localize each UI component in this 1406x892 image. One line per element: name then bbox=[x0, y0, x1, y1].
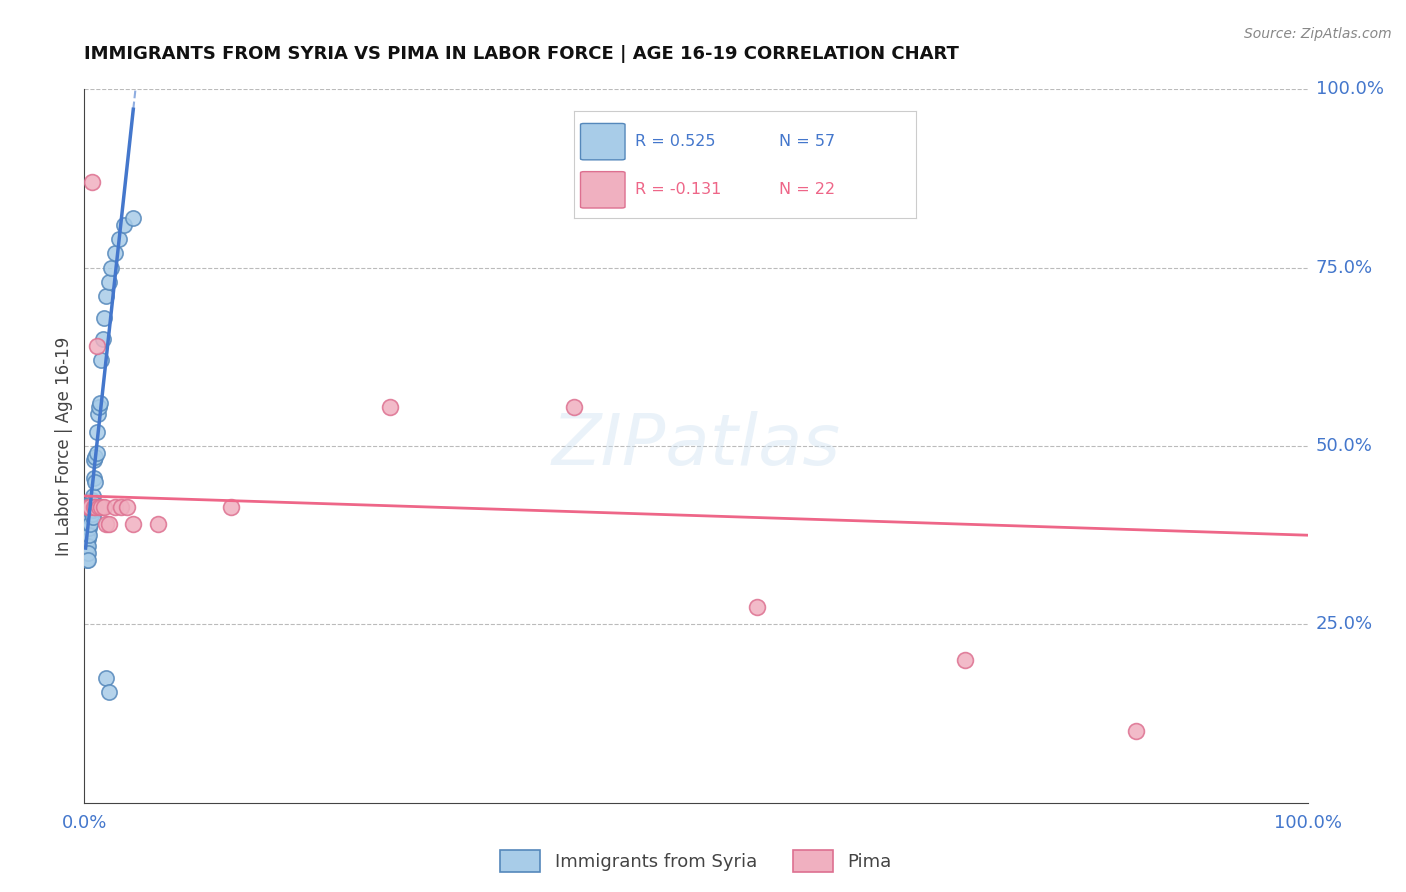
Point bbox=[83, 500, 105, 514]
Point bbox=[97, 685, 120, 699]
Point bbox=[77, 524, 100, 539]
Point bbox=[75, 539, 97, 553]
Point bbox=[80, 492, 103, 507]
Point bbox=[75, 528, 97, 542]
Point bbox=[380, 400, 402, 414]
Text: IMMIGRANTS FROM SYRIA VS PIMA IN LABOR FORCE | AGE 16-19 CORRELATION CHART: IMMIGRANTS FROM SYRIA VS PIMA IN LABOR F… bbox=[84, 45, 959, 62]
Point bbox=[77, 510, 100, 524]
Point bbox=[75, 532, 97, 546]
Point bbox=[77, 500, 100, 514]
Point bbox=[76, 532, 98, 546]
Point bbox=[115, 500, 138, 514]
Point bbox=[84, 475, 107, 489]
Point bbox=[122, 517, 145, 532]
Point bbox=[87, 500, 110, 514]
Point bbox=[77, 503, 100, 517]
Point bbox=[87, 407, 110, 421]
Point bbox=[953, 653, 976, 667]
Point bbox=[84, 500, 107, 514]
Point bbox=[104, 500, 127, 514]
Point bbox=[1125, 724, 1147, 739]
Point bbox=[77, 528, 100, 542]
Point bbox=[96, 517, 118, 532]
Point bbox=[77, 517, 100, 532]
Text: 100.0%: 100.0% bbox=[1316, 80, 1384, 98]
Point bbox=[76, 539, 98, 553]
Point bbox=[97, 275, 120, 289]
Point bbox=[80, 507, 103, 521]
Point bbox=[80, 500, 103, 514]
Legend: Immigrants from Syria, Pima: Immigrants from Syria, Pima bbox=[494, 843, 898, 880]
Point bbox=[110, 500, 132, 514]
Point bbox=[89, 396, 111, 410]
Point bbox=[79, 503, 101, 517]
Text: Source: ZipAtlas.com: Source: ZipAtlas.com bbox=[1244, 27, 1392, 41]
Point bbox=[82, 489, 104, 503]
Point bbox=[79, 517, 101, 532]
Point bbox=[77, 514, 100, 528]
Point bbox=[96, 289, 118, 303]
Point bbox=[80, 175, 103, 189]
Text: 50.0%: 50.0% bbox=[1316, 437, 1372, 455]
Point bbox=[76, 546, 98, 560]
Point bbox=[76, 524, 98, 539]
Point bbox=[747, 599, 769, 614]
Point bbox=[77, 500, 100, 514]
Point bbox=[79, 500, 101, 514]
Text: ZIPatlas: ZIPatlas bbox=[551, 411, 841, 481]
Point bbox=[91, 332, 114, 346]
Point bbox=[86, 339, 108, 353]
Point bbox=[83, 453, 105, 467]
Point bbox=[76, 553, 98, 567]
Point bbox=[93, 310, 115, 325]
Point bbox=[75, 521, 97, 535]
Point bbox=[82, 510, 104, 524]
Point bbox=[86, 446, 108, 460]
Point bbox=[86, 425, 108, 439]
Y-axis label: In Labor Force | Age 16-19: In Labor Force | Age 16-19 bbox=[55, 336, 73, 556]
Text: 25.0%: 25.0% bbox=[1316, 615, 1374, 633]
Point bbox=[100, 260, 122, 275]
Point bbox=[77, 539, 100, 553]
Point bbox=[87, 400, 110, 414]
Point bbox=[77, 532, 100, 546]
Point bbox=[90, 353, 112, 368]
Text: 75.0%: 75.0% bbox=[1316, 259, 1374, 277]
Point bbox=[90, 500, 112, 514]
Point bbox=[79, 510, 101, 524]
Point bbox=[219, 500, 242, 514]
Point bbox=[146, 517, 169, 532]
Point bbox=[104, 246, 127, 260]
Point bbox=[97, 517, 120, 532]
Point bbox=[122, 211, 145, 225]
Point bbox=[77, 553, 100, 567]
Point bbox=[77, 507, 100, 521]
Point bbox=[79, 496, 101, 510]
Point bbox=[76, 510, 98, 524]
Point bbox=[562, 400, 585, 414]
Point bbox=[93, 500, 115, 514]
Point bbox=[75, 514, 97, 528]
Point bbox=[107, 232, 129, 246]
Point bbox=[76, 517, 98, 532]
Point bbox=[82, 503, 104, 517]
Point bbox=[77, 521, 100, 535]
Point bbox=[84, 450, 107, 464]
Point bbox=[82, 496, 104, 510]
Point bbox=[77, 546, 100, 560]
Point bbox=[96, 671, 118, 685]
Point bbox=[112, 218, 135, 232]
Point bbox=[83, 471, 105, 485]
